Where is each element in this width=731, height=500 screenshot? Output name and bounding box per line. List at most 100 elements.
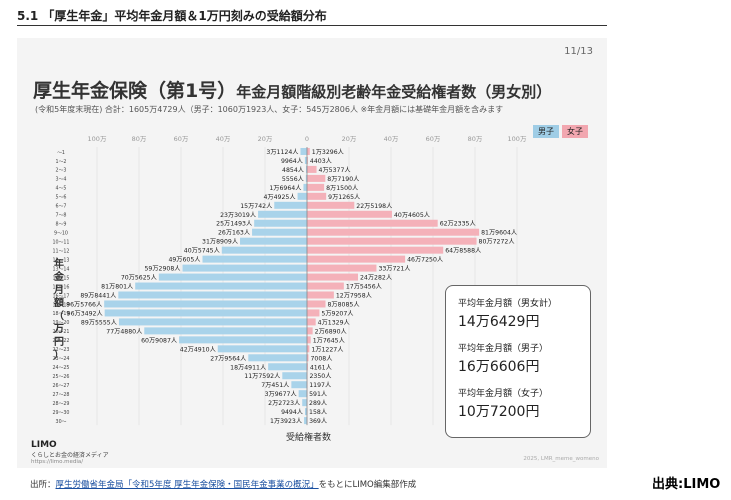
- category-label: 6～7: [56, 204, 67, 210]
- male-data-label: 96万5766人: [66, 301, 102, 308]
- category-label: 11～12: [52, 248, 69, 254]
- category-label: 9～10: [54, 231, 68, 237]
- y-axis-title: 年金月額（万円）: [54, 259, 64, 361]
- male-data-label: 2万2723人: [268, 400, 300, 407]
- category-label: 1～2: [56, 159, 67, 165]
- male-data-label: 25万1493人: [216, 221, 252, 228]
- female-bar: [307, 219, 438, 227]
- male-bar: [118, 318, 308, 326]
- male-bar: [254, 219, 307, 227]
- credit: 出典:LIMO: [652, 477, 721, 492]
- category-label: 25～26: [52, 374, 69, 380]
- female-bar: [307, 246, 444, 254]
- male-bar: [217, 345, 307, 353]
- female-bar: [307, 309, 320, 317]
- category-label: 26～27: [52, 383, 69, 389]
- female-bar: [307, 237, 477, 245]
- male-data-label: 9964人: [281, 158, 303, 165]
- male-bar: [182, 264, 307, 272]
- female-bar: [307, 255, 406, 263]
- category-label: 22～23: [52, 347, 69, 353]
- female-data-label: 2万6890人: [315, 328, 347, 335]
- female-data-label: 369人: [309, 418, 327, 425]
- male-data-label: 1万3923人: [270, 418, 302, 425]
- male-bar: [258, 210, 307, 218]
- chart-slide: 11/13 厚生年金保険（第1号）年金月額階級別老齢年金受給権者数（男女別） (…: [17, 38, 607, 468]
- female-data-label: 8万1500人: [326, 185, 358, 192]
- x-tick-label: 40万: [216, 135, 231, 143]
- category-label: 8～9: [56, 222, 67, 228]
- x-tick-label: 100万: [88, 135, 107, 143]
- female-bar: [307, 282, 344, 290]
- male-bar: [118, 291, 307, 299]
- category-label: 7～8: [56, 213, 67, 219]
- female-data-label: 12万7958人: [336, 293, 372, 300]
- female-bar: [307, 327, 313, 335]
- female-data-label: 158人: [309, 409, 327, 416]
- category-label: 12～13: [52, 257, 69, 263]
- male-bar: [302, 399, 307, 407]
- female-bar: [307, 165, 317, 173]
- female-data-label: 81万9604人: [481, 230, 517, 237]
- male-data-label: 9494人: [281, 409, 303, 416]
- category-label: 20～21: [52, 329, 69, 335]
- female-data-label: 17万5456人: [346, 284, 382, 291]
- slide-title-main: 厚生年金保険（第1号）: [33, 80, 237, 102]
- source-prefix: 出所：: [30, 480, 56, 490]
- female-data-label: 62万2335人: [440, 221, 476, 228]
- category-label: 19～20: [52, 320, 69, 326]
- avg-female-label: 平均年金月額（女子）: [458, 389, 549, 399]
- category-label: ～1: [57, 150, 65, 156]
- female-bar: [307, 210, 392, 218]
- female-data-label: 64万8588人: [445, 248, 481, 255]
- male-bar: [304, 417, 307, 425]
- male-bar: [291, 381, 307, 389]
- female-bar: [307, 228, 480, 236]
- male-data-label: 4854人: [282, 167, 304, 174]
- legend-female: 女子: [562, 125, 588, 138]
- male-bar: [268, 363, 307, 371]
- male-bar: [282, 372, 307, 380]
- male-bar: [298, 390, 307, 398]
- male-bar: [303, 183, 307, 191]
- x-tick-label: 100万: [508, 135, 527, 143]
- avg-total-label: 平均年金月額（男女計）: [458, 299, 558, 309]
- avg-male-label: 平均年金月額（男子）: [458, 344, 549, 354]
- male-bar: [104, 300, 307, 308]
- female-bar: [307, 264, 377, 272]
- male-data-label: 70万5625人: [121, 275, 157, 282]
- male-data-label: 40万5745人: [184, 248, 220, 255]
- female-data-label: 289人: [309, 400, 327, 407]
- female-data-label: 8万7190人: [327, 176, 359, 183]
- female-data-label: 9万1265人: [328, 194, 360, 201]
- source-link[interactable]: 厚生労働省年金局「令和5年度 厚生年金保険・国民年金事業の概況」: [55, 480, 319, 490]
- category-label: 15～16: [52, 284, 69, 290]
- x-tick-label: 20万: [342, 135, 357, 143]
- female-bar: [307, 336, 311, 344]
- female-data-label: 46万7250人: [407, 257, 443, 264]
- male-data-label: 4万4925人: [264, 194, 296, 201]
- male-bar: [179, 336, 307, 344]
- category-label: 5～6: [56, 195, 67, 201]
- male-bar: [144, 327, 307, 335]
- male-data-label: 81万801人: [101, 284, 133, 291]
- female-bar: [307, 363, 308, 371]
- x-tick-label: 60万: [174, 135, 189, 143]
- male-bar: [305, 408, 307, 416]
- category-label: 27～28: [52, 392, 69, 398]
- male-data-label: 23万3019人: [220, 212, 256, 219]
- male-bar: [297, 192, 307, 200]
- x-tick-label: 80万: [468, 135, 483, 143]
- x-axis-title: 受給権者数: [286, 433, 332, 443]
- male-data-label: 15万742人: [240, 203, 272, 210]
- category-label: 23～24: [52, 356, 69, 362]
- category-label: 29～30: [52, 410, 69, 416]
- category-label: 18～19: [52, 311, 69, 317]
- female-bar: [307, 354, 309, 362]
- category-label: 24～25: [52, 365, 69, 371]
- female-data-label: 1万3296人: [312, 149, 344, 156]
- female-data-label: 24万282人: [360, 275, 392, 282]
- female-bar: [307, 318, 316, 326]
- female-data-label: 22万5198人: [356, 203, 392, 210]
- logo-text: LIMO: [31, 440, 57, 450]
